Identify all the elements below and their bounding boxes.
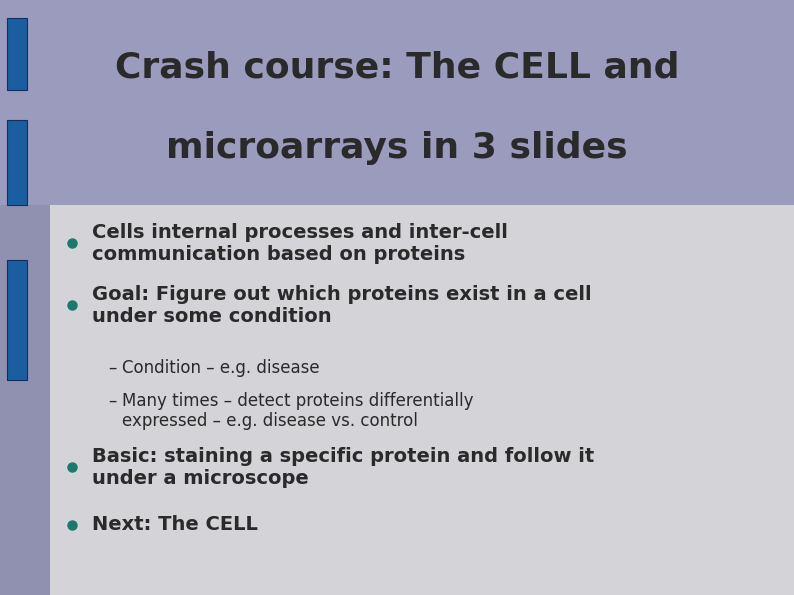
Text: communication based on proteins: communication based on proteins (92, 245, 465, 264)
Text: under some condition: under some condition (92, 306, 332, 325)
Text: under a microscope: under a microscope (92, 468, 309, 487)
Text: expressed – e.g. disease vs. control: expressed – e.g. disease vs. control (122, 412, 418, 430)
Text: –: – (108, 359, 117, 377)
Text: Many times – detect proteins differentially: Many times – detect proteins differentia… (122, 392, 473, 410)
Text: Goal: Figure out which proteins exist in a cell: Goal: Figure out which proteins exist in… (92, 284, 592, 303)
Text: –: – (108, 392, 117, 410)
Text: Basic: staining a specific protein and follow it: Basic: staining a specific protein and f… (92, 446, 594, 465)
Text: Next: The CELL: Next: The CELL (92, 515, 258, 534)
Bar (7, 260, 27, 380)
Text: Crash course: The CELL and: Crash course: The CELL and (115, 51, 679, 85)
Bar (7, 120, 27, 205)
Bar (50, 205, 794, 595)
Text: Condition – e.g. disease: Condition – e.g. disease (122, 359, 320, 377)
Text: Cells internal processes and inter-cell: Cells internal processes and inter-cell (92, 223, 508, 242)
Bar (7, 18, 27, 90)
Text: microarrays in 3 slides: microarrays in 3 slides (166, 131, 628, 165)
Bar (0, 0, 794, 205)
